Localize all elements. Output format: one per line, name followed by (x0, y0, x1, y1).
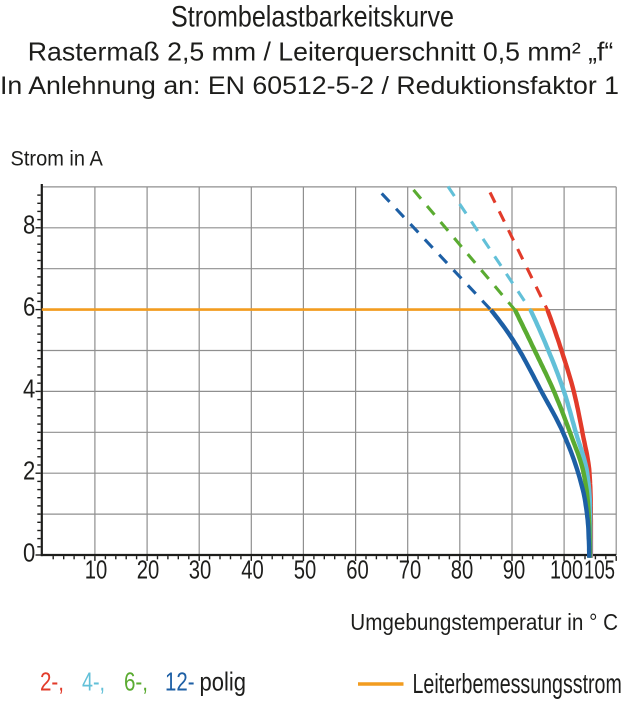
svg-text:90: 90 (503, 554, 526, 584)
svg-text:50: 50 (294, 554, 317, 584)
svg-text:2: 2 (23, 456, 35, 486)
svg-text:Strom in A: Strom in A (11, 147, 103, 170)
svg-text:Rastermaß 2,5 mm / Leiterquers: Rastermaß 2,5 mm / Leiterquerschnitt 0,5… (28, 36, 614, 66)
svg-text:8: 8 (23, 210, 35, 240)
svg-text:polig: polig (200, 667, 247, 697)
svg-text:105: 105 (584, 554, 615, 584)
svg-text:2-,: 2-, (40, 667, 64, 697)
svg-text:4: 4 (23, 374, 35, 404)
svg-text:12-: 12- (165, 667, 195, 697)
svg-text:100: 100 (550, 554, 583, 584)
svg-text:20: 20 (137, 554, 160, 584)
svg-text:Umgebungstemperatur in ° C: Umgebungstemperatur in ° C (350, 609, 618, 635)
svg-text:40: 40 (241, 554, 264, 584)
svg-text:80: 80 (451, 554, 474, 584)
svg-text:10: 10 (85, 554, 108, 584)
svg-text:6-,: 6-, (124, 667, 148, 697)
svg-text:In Anlehnung an: EN 60512-5-2: In Anlehnung an: EN 60512-5-2 / Reduktio… (0, 72, 619, 100)
svg-text:60: 60 (346, 554, 369, 584)
svg-text:0: 0 (23, 538, 35, 568)
svg-text:Leiterbemessungsstrom: Leiterbemessungsstrom (413, 668, 622, 699)
svg-text:30: 30 (189, 554, 212, 584)
svg-text:6: 6 (23, 292, 35, 322)
svg-text:70: 70 (399, 554, 422, 584)
svg-text:4-,: 4-, (82, 667, 105, 697)
svg-text:Strombelastbarkeitskurve: Strombelastbarkeitskurve (171, 1, 454, 34)
